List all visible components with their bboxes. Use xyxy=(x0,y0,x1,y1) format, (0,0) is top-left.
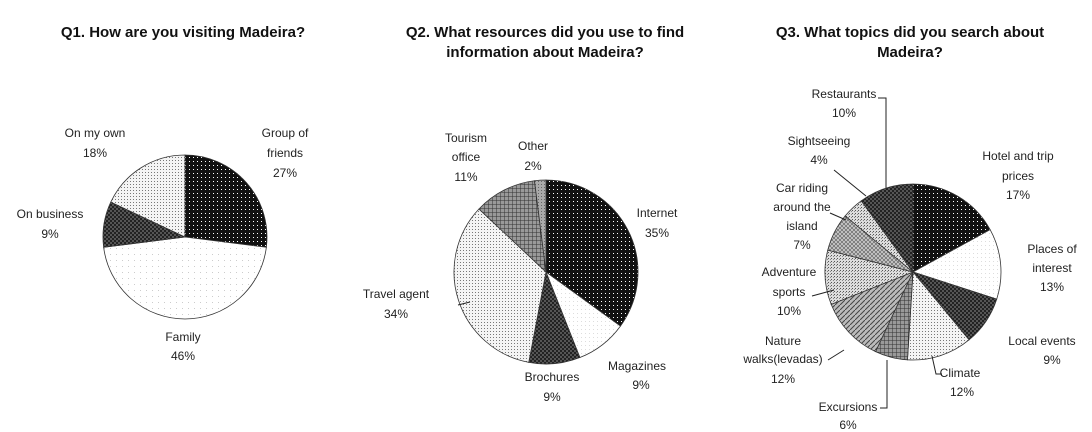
chart3-label-places-2: interest xyxy=(1032,261,1072,275)
chart2-value-travel-agent: 34% xyxy=(384,307,408,321)
chart2-slice-internet xyxy=(545,179,639,327)
chart2-title-line1: Q2. What resources did you use to find xyxy=(406,24,684,41)
chart1-label-on-business: On business xyxy=(17,207,84,221)
chart2-labels: Internet 35% Magazines 9% Brochures 9% T… xyxy=(363,131,678,404)
chart1-slice-family xyxy=(103,236,267,320)
chart3-pie xyxy=(824,183,1002,361)
chart1-value-family: 46% xyxy=(171,349,195,363)
chart2-leader-travel-agent xyxy=(457,301,471,306)
chart3-value-car-riding: 7% xyxy=(793,238,811,252)
chart2-slice-other xyxy=(534,179,547,273)
chart3-title-line1: Q3. What topics did you search about xyxy=(776,24,1044,41)
chart1-value-group-of-friends: 27% xyxy=(273,166,297,180)
chart2-label-magazines: Magazines xyxy=(608,359,666,373)
chart2-label-travel-agent: Travel agent xyxy=(363,287,430,301)
chart1-label-group-of-friends-2: friends xyxy=(267,146,303,160)
chart3-label-car-riding-1: Car riding xyxy=(776,181,828,195)
chart3-labels: Restaurants 10% Sightseeing 4% Car ridin… xyxy=(742,87,1077,432)
chart2-value-internet: 35% xyxy=(645,226,669,240)
chart3-leader-excursions xyxy=(880,360,888,409)
chart3-label-car-riding-2: around the xyxy=(773,200,831,214)
chart2-slice-travel-agent xyxy=(453,208,547,363)
chart3-label-nature-2: walks(levadas) xyxy=(742,352,822,366)
chart3-value-adventure: 10% xyxy=(777,304,801,318)
chart2-label-other: Other xyxy=(518,139,548,153)
chart3-value-nature: 12% xyxy=(771,372,795,386)
chart2-value-magazines: 9% xyxy=(632,378,650,392)
chart3-leader-car-riding xyxy=(829,212,847,221)
chart2-value-tourism-office: 11% xyxy=(454,170,477,184)
chart3-leader-adventure xyxy=(811,289,835,297)
chart3-label-car-riding-3: island xyxy=(786,219,817,233)
chart3-label-hotel-2: prices xyxy=(1002,169,1034,183)
chart3-slice-places-of-interest xyxy=(911,229,1002,300)
chart1-title: Q1. How are you visiting Madeira? xyxy=(61,24,305,41)
chart3-slice-nature-walks-levadas xyxy=(830,271,914,353)
chart2-label-tourism-office: Tourism xyxy=(445,131,487,145)
chart3-label-places-1: Places of xyxy=(1027,242,1077,256)
chart3-slice-climate xyxy=(907,270,970,361)
chart3-label-sightseeing: Sightseeing xyxy=(788,134,851,148)
chart1-pie xyxy=(102,154,268,320)
chart3-label-local-events: Local events xyxy=(1008,334,1075,348)
chart3-label-adventure-1: Adventure xyxy=(762,265,817,279)
chart1-labels: Group of friends 27% Family 46% On busin… xyxy=(17,126,309,363)
chart2-title-line2: information about Madeira? xyxy=(446,44,644,61)
chart1-label-on-my-own: On my own xyxy=(65,126,126,140)
chart1-label-group-of-friends: Group of xyxy=(262,126,309,140)
chart3-label-nature-1: Nature xyxy=(765,334,801,348)
chart1-label-family: Family xyxy=(165,330,200,344)
chart3-value-hotel: 17% xyxy=(1006,188,1030,202)
chart3-leader-nature xyxy=(827,349,845,361)
chart1-slice-on-my-own xyxy=(110,154,186,238)
chart3-value-excursions: 6% xyxy=(839,418,857,432)
chart2-pie xyxy=(453,179,639,365)
chart3-value-sightseeing: 4% xyxy=(810,153,828,167)
chart2-label-brochures: Brochures xyxy=(525,370,580,384)
chart3-value-places: 13% xyxy=(1040,280,1064,294)
chart3-label-excursions: Excursions xyxy=(819,400,878,414)
chart1-value-on-my-own: 18% xyxy=(83,146,107,160)
chart2-label-internet: Internet xyxy=(637,206,678,220)
chart1-slice-group-of-friends xyxy=(184,154,268,248)
chart2-value-brochures: 9% xyxy=(543,390,561,404)
chart3-leader-sightseeing xyxy=(833,169,867,197)
chart3-title-line2: Madeira? xyxy=(877,44,943,61)
chart3-label-restaurants: Restaurants xyxy=(812,87,877,101)
chart1-value-on-business: 9% xyxy=(41,227,59,241)
chart3-slice-restaurants xyxy=(860,183,914,274)
chart3-label-climate: Climate xyxy=(940,366,981,380)
chart2-label-tourism-office-2: office xyxy=(452,150,481,164)
chart3-slice-hotel-and-trip-prices xyxy=(912,183,991,273)
chart2-value-other: 2% xyxy=(524,159,542,173)
chart3-value-local-events: 9% xyxy=(1043,353,1061,367)
chart3-leader-restaurants xyxy=(878,97,887,188)
chart3-label-adventure-2: sports xyxy=(773,285,806,299)
chart3-leader-climate xyxy=(931,355,942,375)
chart3-value-climate: 12% xyxy=(950,385,974,399)
chart3-label-hotel-1: Hotel and trip xyxy=(982,149,1054,163)
chart3-value-restaurants: 10% xyxy=(832,106,856,120)
